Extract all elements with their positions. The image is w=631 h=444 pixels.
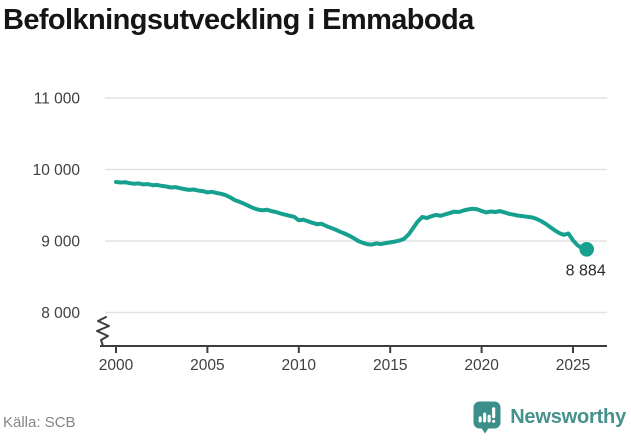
axis-break-icon (96, 316, 110, 347)
y-tick-label: 8 000 (41, 305, 80, 322)
y-tick-label: 11 000 (34, 91, 81, 108)
newsworthy-logo: Newsworthy (472, 399, 626, 435)
x-tick-label: 2005 (190, 357, 224, 374)
x-tick-label: 2010 (282, 357, 317, 374)
series-end-dot (579, 241, 595, 257)
page-title: Befolkningsutveckling i Emmaboda (3, 4, 474, 36)
x-tick-label: 2025 (556, 357, 590, 374)
source-credit: Källa: SCB (3, 414, 76, 431)
x-tick-label: 2000 (99, 357, 134, 374)
x-tick-label: 2020 (464, 357, 499, 374)
end-value-label: 8 884 (566, 262, 606, 279)
y-tick-label: 9 000 (41, 234, 80, 251)
population-series-line (114, 180, 589, 252)
newsworthy-wordmark: Newsworthy (510, 406, 626, 428)
newsworthy-badge-icon (473, 401, 501, 433)
y-tick-label: 10 000 (33, 162, 81, 179)
x-tick-label: 2015 (373, 357, 407, 374)
